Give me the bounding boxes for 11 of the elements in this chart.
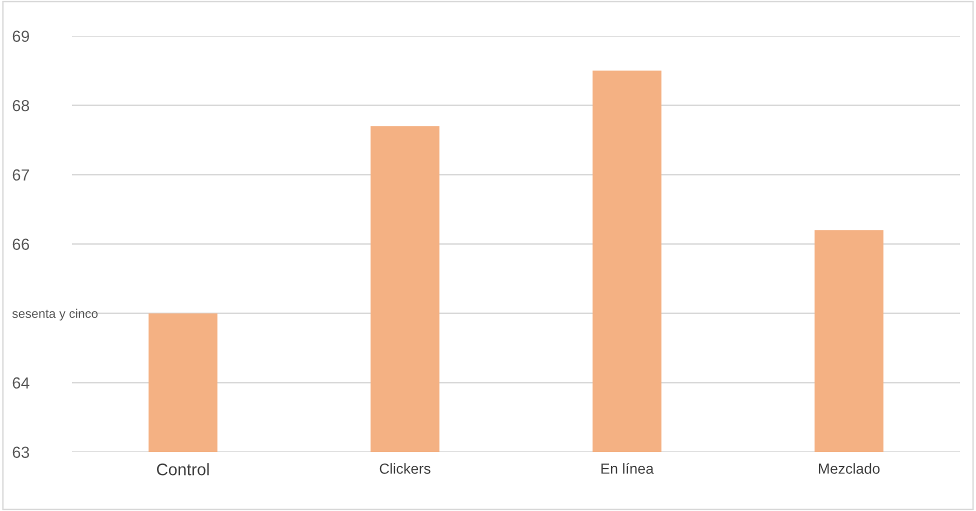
- x-tick-label: Control: [156, 463, 209, 476]
- y-tick-label: 63: [12, 446, 30, 458]
- x-tick-label: En línea: [601, 462, 654, 474]
- x-tick-label: Mezclado: [818, 463, 880, 474]
- y-tick-label: 66: [12, 238, 30, 250]
- y-tick-label: 69: [12, 30, 30, 42]
- x-tick-label: Clickers: [380, 463, 430, 474]
- y-tick-label: 67: [12, 169, 29, 181]
- y-tick-label: 64: [12, 377, 30, 389]
- y-tick-label: 68: [12, 100, 30, 112]
- y-tick-label: sesenta y cinco: [12, 308, 98, 320]
